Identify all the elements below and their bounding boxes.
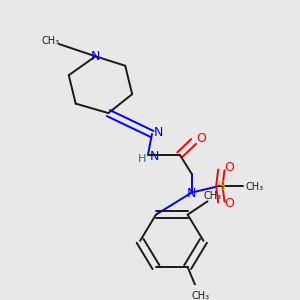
Text: H: H bbox=[138, 154, 146, 164]
Text: O: O bbox=[224, 197, 234, 211]
Text: O: O bbox=[196, 132, 206, 145]
Text: CH₃: CH₃ bbox=[203, 191, 221, 201]
Text: N: N bbox=[187, 187, 196, 200]
Text: N: N bbox=[149, 150, 159, 163]
Text: CH₃: CH₃ bbox=[191, 290, 210, 300]
Text: N: N bbox=[91, 50, 100, 63]
Text: CH₃: CH₃ bbox=[42, 36, 60, 46]
Text: N: N bbox=[154, 125, 164, 139]
Text: O: O bbox=[224, 161, 234, 175]
Text: CH₃: CH₃ bbox=[246, 182, 264, 192]
Text: S: S bbox=[217, 180, 225, 194]
